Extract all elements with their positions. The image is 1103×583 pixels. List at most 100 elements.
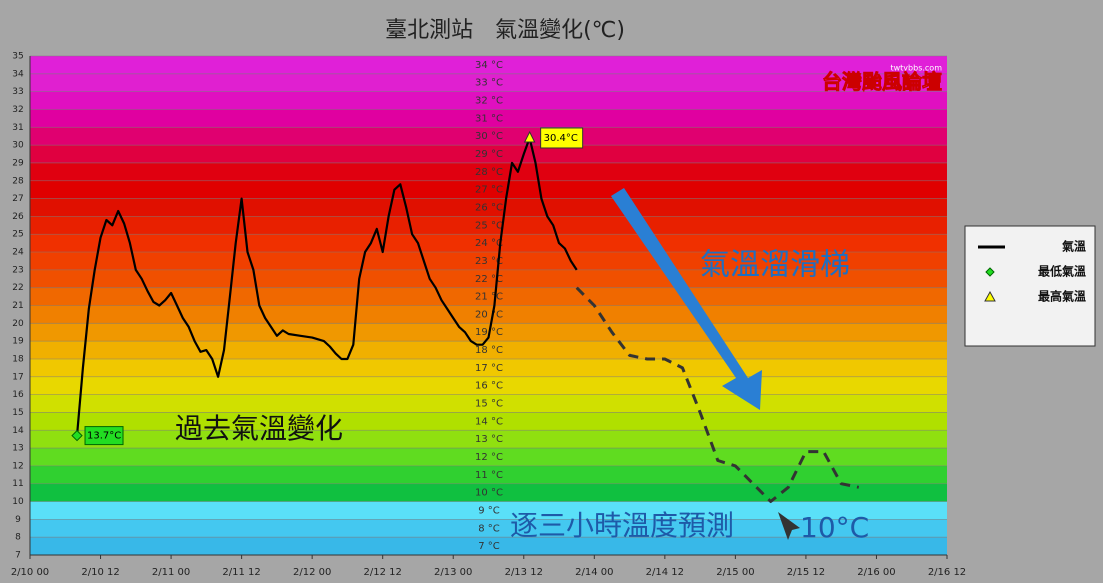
x-tick-label: 2/10 00 (11, 567, 49, 578)
annotation: 逐三小時溫度預測 (510, 509, 734, 542)
inner-y-tick-label: 28 °C (475, 167, 503, 178)
y-tick-label: 16 (12, 390, 24, 400)
data-label: 13.7°C (87, 431, 121, 442)
inner-y-tick-label: 21 °C (475, 292, 503, 303)
y-tick-label: 33 (12, 87, 23, 97)
y-tick-label: 30 (12, 141, 24, 151)
temperature-band (30, 501, 947, 520)
inner-y-tick-label: 12 °C (475, 452, 503, 463)
y-tick-label: 34 (12, 69, 24, 79)
inner-y-tick-label: 27 °C (475, 185, 503, 196)
y-tick-label: 32 (12, 105, 23, 115)
min-marker (71, 429, 83, 442)
inner-y-tick-label: 18 °C (475, 345, 503, 356)
temperature-band (30, 252, 947, 270)
y-tick-label: 11 (12, 479, 23, 489)
y-tick-label: 8 (15, 533, 21, 543)
annotation: 過去氣溫變化 (175, 412, 343, 445)
annotation: 10°C (800, 511, 869, 544)
temperature-line (75, 136, 578, 436)
temperature-band (30, 394, 947, 413)
x-tick-label: 2/16 00 (857, 567, 895, 578)
y-tick-label: 25 (12, 230, 23, 240)
temperature-band (30, 519, 947, 538)
x-tick-label: 2/16 12 (928, 567, 966, 578)
plot-area: 7 8 9 10 11 12 13 14 15 16 17 18 19 20 21 22 23 24 25 26 27 2… (11, 52, 966, 579)
forecast-line (575, 286, 860, 503)
inner-y-tick-label: 26 °C (475, 202, 503, 213)
temperature-band (30, 180, 947, 199)
y-tick-label: 18 (12, 354, 24, 364)
x-tick-label: 2/11 12 (222, 567, 260, 578)
inner-y-tick-label: 10 °C (475, 488, 503, 499)
data-label: 30.4°C (544, 133, 578, 144)
max-marker (523, 130, 536, 143)
y-tick-label: 9 (15, 515, 21, 525)
temperature-band (30, 412, 947, 431)
annotation: 氣溫溜滑梯 (700, 248, 850, 283)
temperature-band (30, 56, 947, 74)
inner-y-tick-label: 7 °C (478, 541, 500, 552)
inner-y-tick-label: 34 °C (475, 60, 503, 71)
y-tick-label: 13 (12, 444, 23, 454)
chart-title: 臺北測站 氣溫變化(℃) (385, 18, 625, 43)
inner-y-tick-label: 13 °C (475, 434, 503, 445)
x-tick-label: 2/14 00 (575, 567, 613, 578)
x-tick-label: 2/11 00 (152, 567, 190, 578)
inner-y-tick-label: 29 °C (475, 149, 503, 160)
y-tick-label: 29 (12, 158, 24, 168)
data-label-box (84, 426, 124, 446)
temperature-band (30, 537, 947, 555)
logo: 台灣颱風論壇 (822, 70, 942, 94)
inner-y-tick-label: 11 °C (475, 470, 503, 481)
legend-label: 最高氣溫 (1038, 289, 1086, 304)
y-tick-label: 7 (15, 551, 21, 561)
inner-y-tick-label: 14 °C (475, 416, 503, 427)
temperature-band (30, 216, 947, 235)
x-tick-label: 2/14 12 (646, 567, 684, 578)
y-tick-label: 31 (12, 123, 23, 133)
y-tick-label: 17 (12, 372, 23, 382)
temperature-band (30, 358, 947, 377)
inner-y-tick-label: 22 °C (475, 274, 503, 285)
temperature-band (30, 483, 947, 502)
x-tick-label: 2/15 00 (716, 567, 754, 578)
y-tick-label: 27 (12, 194, 23, 204)
inner-y-tick-label: 32 °C (475, 96, 503, 107)
trend-arrow (611, 188, 762, 410)
temperature-band (30, 198, 947, 217)
logo-url: twtybbs.com (890, 64, 942, 73)
y-tick-label: 24 (12, 248, 24, 258)
x-tick-label: 2/13 00 (434, 567, 472, 578)
temperature-band (30, 305, 947, 324)
inner-y-tick-label: 23 °C (475, 256, 503, 267)
y-tick-label: 12 (12, 461, 23, 471)
inner-y-tick-label: 16 °C (475, 381, 503, 392)
inner-y-tick-label: 9 °C (478, 505, 500, 516)
y-tick-label: 22 (12, 283, 23, 293)
inner-y-tick-label: 20 °C (475, 309, 503, 320)
y-tick-label: 14 (12, 426, 24, 436)
inner-y-tick-label: 8 °C (478, 523, 500, 534)
inner-y-tick-label: 30 °C (475, 131, 503, 142)
y-tick-label: 21 (12, 301, 23, 311)
y-tick-label: 19 (12, 337, 24, 347)
inner-y-tick-label: 15 °C (475, 399, 503, 410)
y-tick-label: 28 (12, 176, 24, 186)
temperature-band (30, 162, 947, 181)
x-tick-label: 2/13 12 (505, 567, 543, 578)
y-tick-label: 10 (12, 497, 24, 507)
legend-label: 氣溫 (1062, 239, 1086, 254)
legend-label: 最低氣溫 (1038, 264, 1086, 279)
x-tick-label: 2/10 12 (81, 567, 119, 578)
temperature-band (30, 91, 947, 110)
temperature-band (30, 465, 947, 484)
temperature-band (30, 269, 947, 288)
inner-y-tick-label: 17 °C (475, 363, 503, 374)
temperature-band (30, 109, 947, 128)
inner-y-tick-label: 31 °C (475, 113, 503, 124)
temperature-band (30, 73, 947, 92)
